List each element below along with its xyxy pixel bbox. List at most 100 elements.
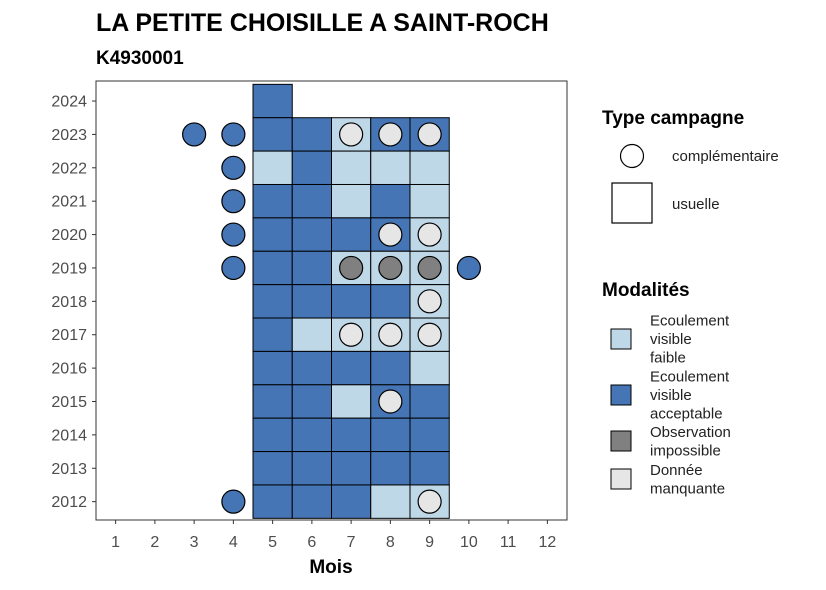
point-complementaire [339,255,364,281]
tile-usuelle [409,350,450,386]
tile-usuelle [291,183,332,219]
x-tick-label: 10 [460,534,478,551]
tile-usuelle [252,417,293,453]
y-axis: 2012 2013 2014 2015 2016 2017 2018 2019 2020 2021… [51,94,96,511]
y-tick-label: 2020 [51,227,87,244]
chart-subtitle: K4930001 [96,48,184,69]
tile-usuelle [252,250,293,286]
legend-modalites-title: Modalités [602,280,690,301]
tile-usuelle [409,384,450,419]
tile-usuelle [331,417,372,453]
tile-usuelle [370,451,411,486]
tile-usuelle [252,284,293,319]
tile-usuelle [409,451,450,486]
legend: Type campagne complémentaire usuelle Moda… [602,108,779,497]
point-complementaire [221,489,246,514]
tile-usuelle [291,250,332,286]
y-tick-label: 2021 [51,194,87,211]
legend-type-title: Type campagne [602,108,744,129]
tile-usuelle [331,183,372,219]
tile-usuelle [370,484,411,519]
tile-usuelle [291,451,332,486]
tile-usuelle [291,217,332,252]
point-complementaire [221,255,246,281]
tile-usuelle [331,350,372,386]
x-axis-title: Mois [309,557,352,578]
point-complementaire [339,122,364,147]
plot-area [95,80,568,521]
legend-label-usuelle: usuelle [672,196,720,213]
y-tick-label: 2013 [51,461,87,478]
tile-usuelle [331,384,372,419]
x-tick-label: 3 [190,534,199,551]
tile-usuelle [370,150,411,185]
tile-usuelle [291,150,332,185]
plot-border [95,80,568,521]
point-complementaire [378,322,403,347]
tile-usuelle [331,484,372,519]
y-tick-label: 2024 [51,94,87,111]
point-complementaire [417,489,442,514]
legend-key-usuelle [611,182,653,224]
legend-label-modalite: Ecoulement visible faible [650,313,730,367]
point-complementaire [339,322,364,347]
legend-key-modalite [610,384,632,406]
tile-usuelle [252,217,293,252]
x-axis: 1 2 3 4 5 6 7 8 9 10 11 12 [111,520,556,551]
point-complementaire [378,389,403,414]
tile-usuelle [252,183,293,219]
tile-usuelle [252,150,293,185]
tile-usuelle [291,384,332,419]
tile-usuelle [409,183,450,219]
point-complementaire [456,255,481,281]
x-tick-label: 4 [229,534,238,551]
tile-usuelle [370,183,411,219]
tile-usuelle [252,83,293,119]
legend-label-modalite: Ecoulement visible acceptable [650,369,730,423]
y-tick-label: 2016 [51,361,87,378]
y-tick-label: 2018 [51,294,87,311]
legend-key-modalite [610,328,632,350]
y-tick-label: 2015 [51,394,87,411]
point-complementaire [182,122,207,147]
point-complementaire [378,122,403,147]
point-complementaire [378,222,403,247]
tile-usuelle [252,484,293,519]
y-tick-label: 2022 [51,160,87,177]
tile-usuelle [291,417,332,453]
tile-usuelle [252,384,293,419]
point-complementaire [417,122,442,147]
tile-usuelle [252,117,293,152]
tile-usuelle [252,451,293,486]
y-tick-label: 2012 [51,494,87,511]
x-tick-label: 8 [386,534,395,551]
tile-usuelle [291,317,332,352]
x-tick-label: 1 [111,534,120,551]
tile-usuelle [370,284,411,319]
point-complementaire [221,122,246,147]
x-tick-label: 9 [425,534,434,551]
tile-usuelle [291,117,332,152]
legend-key-complementaire [619,143,645,169]
point-complementaire [221,155,246,180]
x-tick-label: 12 [538,534,556,551]
tile-usuelle [291,284,332,319]
x-tick-label: 11 [500,534,517,551]
y-tick-label: 2023 [51,127,87,144]
tile-usuelle [331,217,372,252]
point-complementaire [221,189,246,214]
tile-usuelle [409,150,450,185]
x-tick-label: 2 [150,534,159,551]
legend-label-modalite: Donnée manquante [650,462,725,498]
tile-usuelle [252,350,293,386]
x-tick-label: 5 [268,534,277,551]
point-complementaire [417,289,442,314]
y-tick-label: 2014 [51,427,87,444]
tile-usuelle [409,417,450,453]
x-tick-label: 7 [347,534,356,551]
tile-usuelle [291,350,332,386]
tile-usuelle [331,150,372,185]
point-complementaire [417,222,442,247]
chart-title: LA PETITE CHOISILLE A SAINT-ROCH [96,9,549,37]
